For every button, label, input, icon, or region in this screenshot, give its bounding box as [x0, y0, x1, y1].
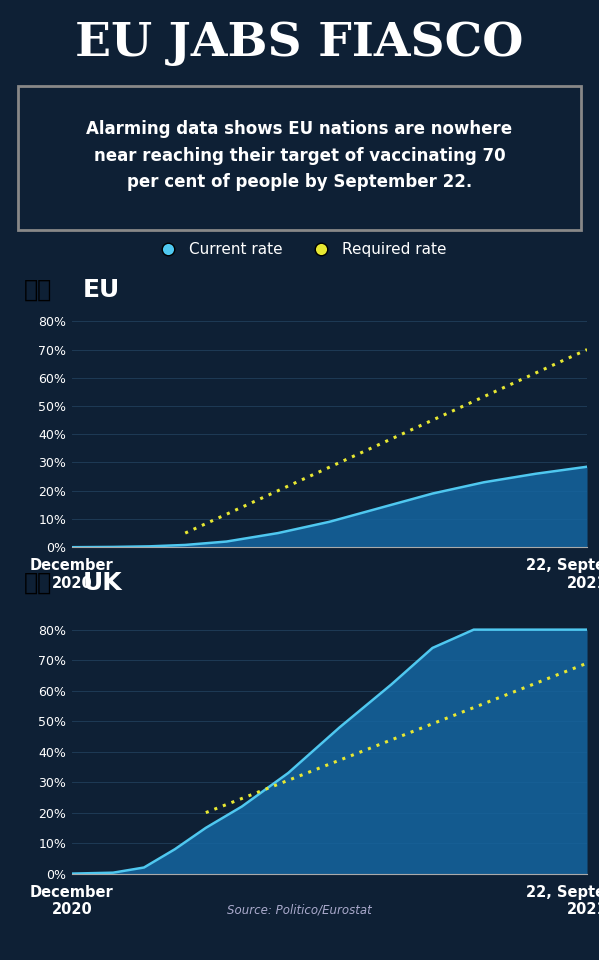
Text: Alarming data shows EU nations are nowhere
near reaching their target of vaccina: Alarming data shows EU nations are nowhe…	[86, 120, 513, 191]
Text: EU: EU	[83, 278, 120, 301]
Legend: Current rate, Required rate: Current rate, Required rate	[146, 236, 453, 263]
Text: 🇬🇧: 🇬🇧	[23, 571, 52, 595]
Text: UK: UK	[83, 571, 122, 595]
Text: EU JABS FIASCO: EU JABS FIASCO	[75, 20, 524, 66]
Text: Source: Politico/Eurostat: Source: Politico/Eurostat	[227, 903, 372, 917]
FancyBboxPatch shape	[18, 86, 581, 230]
Text: 🇪🇺: 🇪🇺	[23, 278, 52, 301]
